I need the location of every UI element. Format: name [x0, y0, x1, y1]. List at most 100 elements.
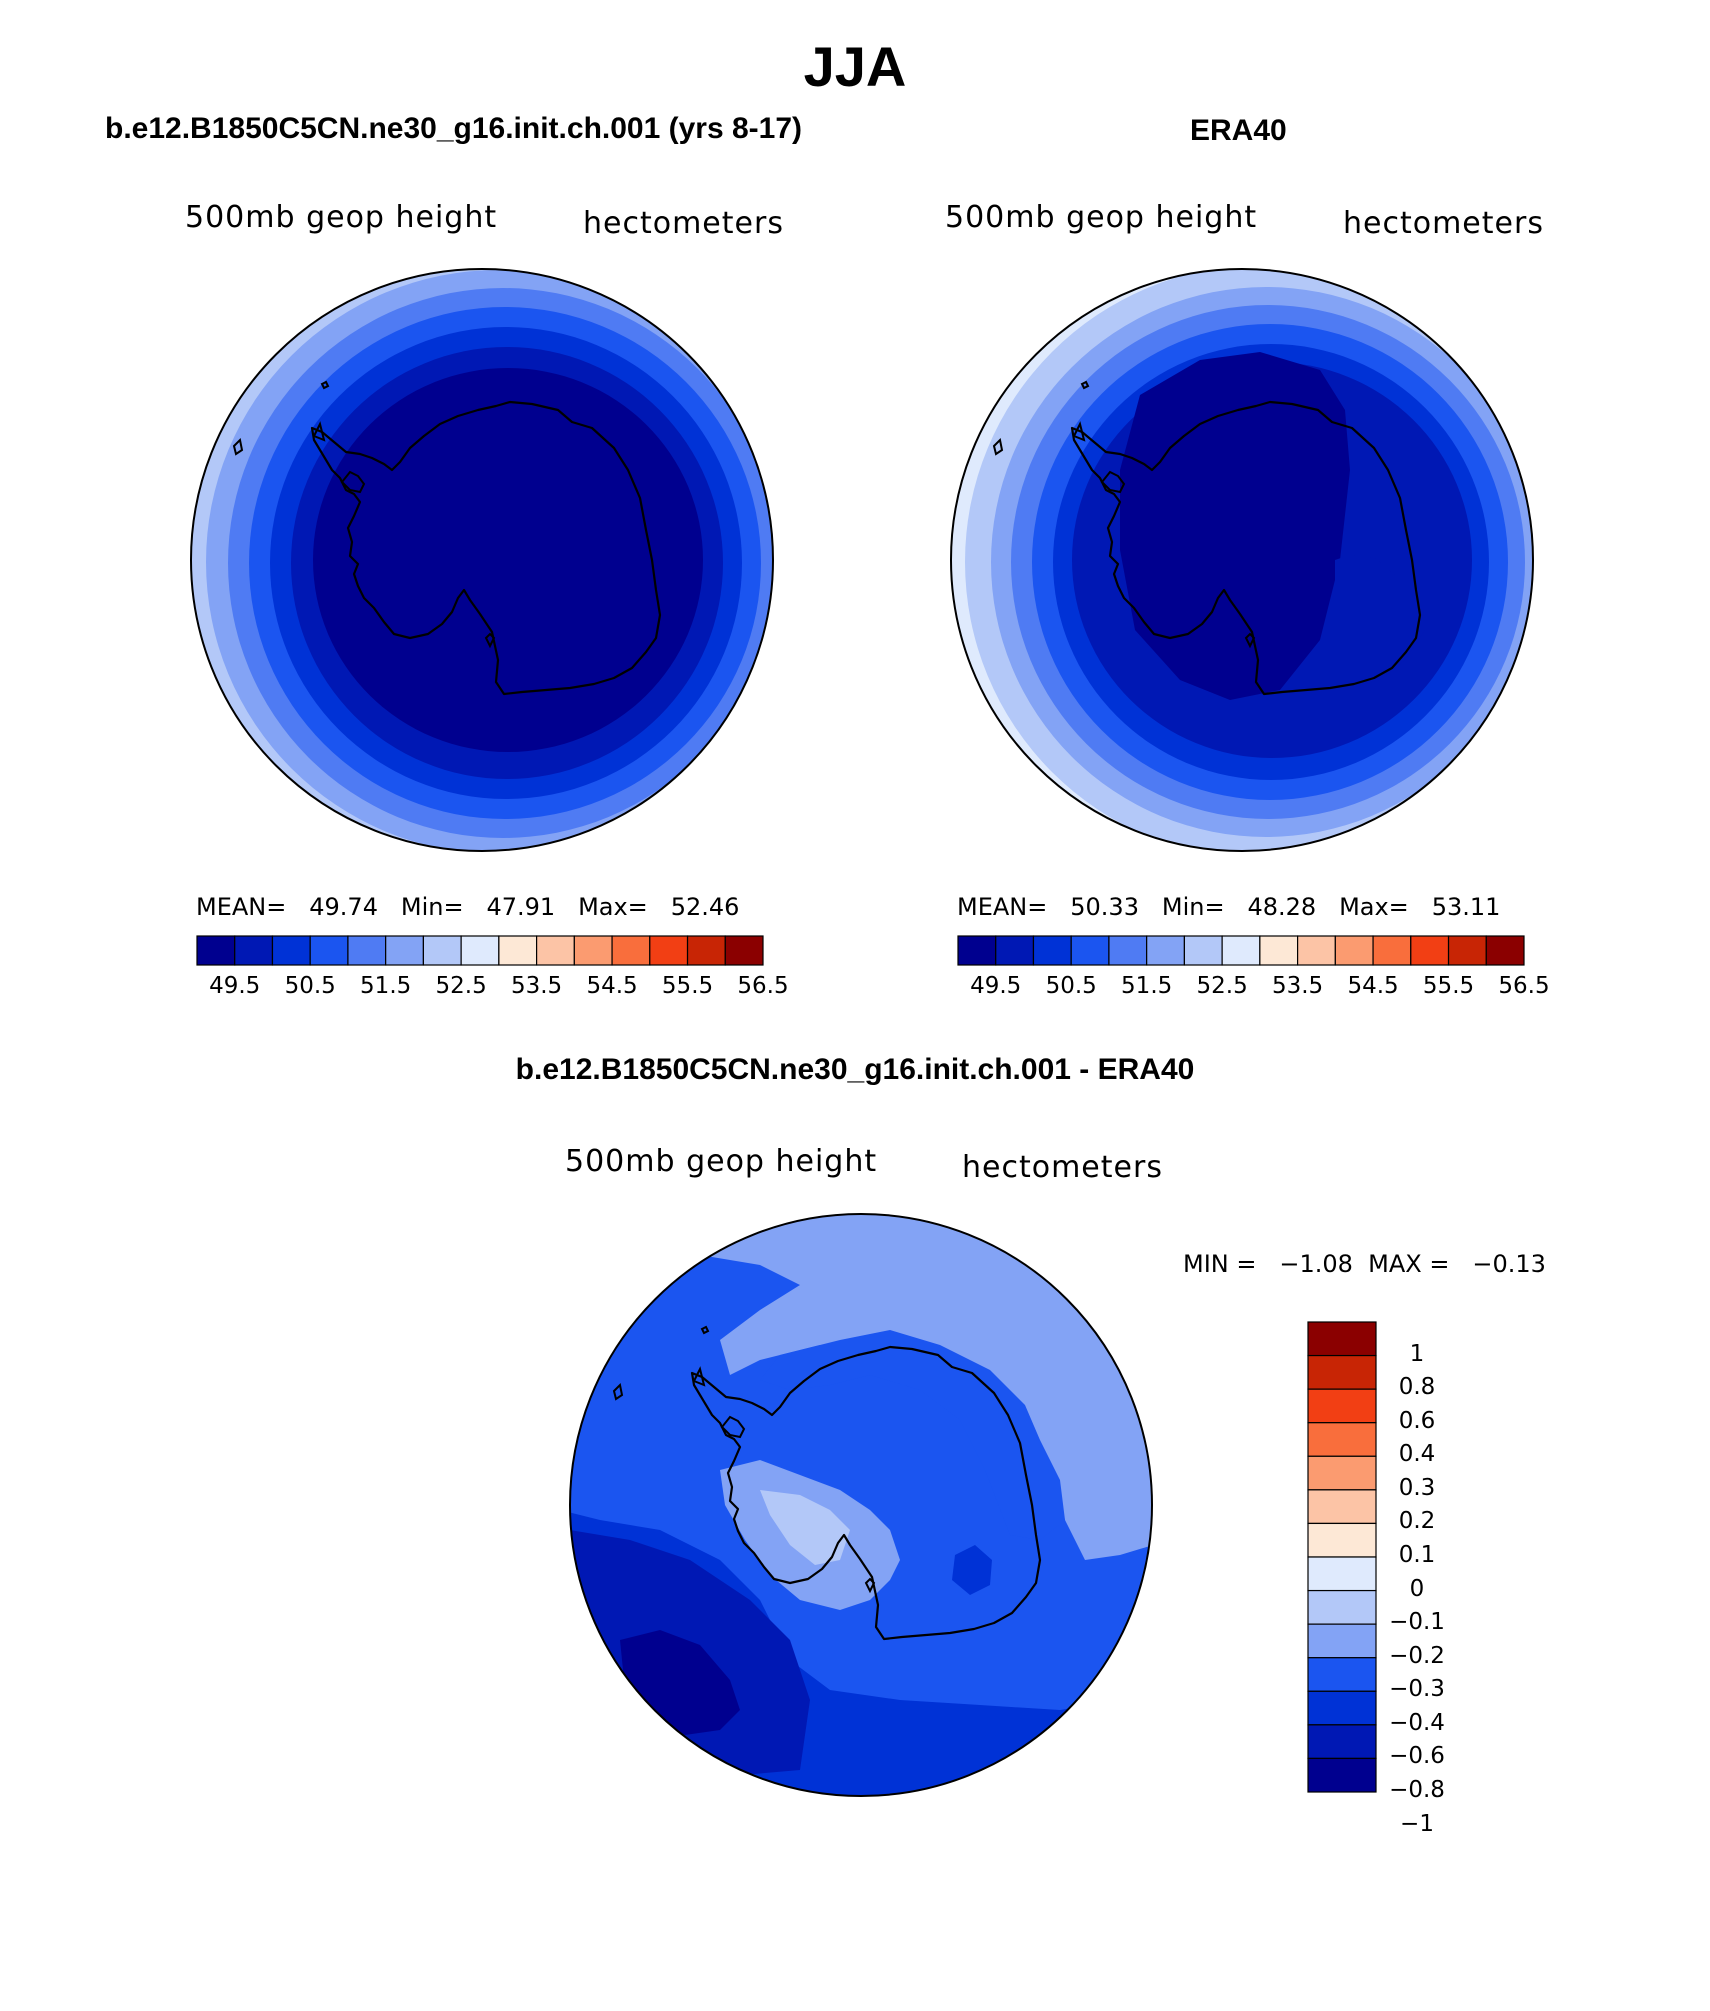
colorbar-swatch: [1447, 935, 1487, 966]
panel-3-map: [569, 1213, 1153, 1797]
max-label: Max=: [578, 893, 648, 921]
colorbar-tick-label: −1: [1400, 1810, 1434, 1837]
map-boundary: [569, 1213, 1153, 1797]
max-value: 52.46: [670, 893, 740, 921]
colorbar-tick-label: 0.4: [1398, 1441, 1436, 1468]
colorbar-tick-label: 53.5: [510, 973, 563, 999]
colorbar-swatch: [724, 935, 764, 966]
contour-neg0.4-interior: [760, 1330, 1065, 1540]
colorbar-swatch: [573, 935, 613, 966]
panel-1-title: b.e12.B1850C5CN.ne30_g16.init.ch.001 (yr…: [105, 112, 803, 145]
panel-1-variable-label: 500mb geop height: [185, 200, 498, 235]
colorbar-tick-label: 1: [1409, 1340, 1425, 1367]
colorbar-swatch: [1410, 935, 1450, 966]
colorbar-swatch: [1307, 1724, 1377, 1760]
colorbar-tick-label: 51.5: [1121, 973, 1173, 999]
mean-label: MEAN=: [957, 893, 1048, 921]
colorbar-tick-label: 49.5: [209, 973, 261, 999]
colorbar-swatch: [1307, 1623, 1377, 1659]
colorbar-swatch: [234, 935, 274, 966]
colorbar-swatch: [957, 935, 997, 966]
colorbar-swatch: [1307, 1657, 1377, 1692]
colorbar-tick-label: 0.3: [1398, 1474, 1436, 1501]
contour-neg0.3: [610, 1214, 1152, 1560]
colorbar-swatch: [1108, 935, 1148, 966]
colorbar-tick-label: 56.5: [1498, 973, 1550, 999]
contour-49.5: [313, 368, 703, 752]
panel-2-variable-label: 500mb geop height: [945, 200, 1258, 235]
colorbar-tick-label: 0: [1409, 1575, 1425, 1602]
colorbar-tick-label: 0.8: [1398, 1374, 1436, 1401]
colorbar-tick-label: 55.5: [661, 973, 714, 999]
colorbar-swatch: [1307, 1422, 1377, 1457]
contour-49.5: [1120, 352, 1350, 700]
colorbar-swatch: [422, 935, 462, 966]
colorbar-tick-label: 56.5: [737, 973, 789, 999]
colorbar-swatch: [385, 935, 424, 966]
max-value: 53.11: [1431, 893, 1501, 921]
colorbar-swatch: [1032, 935, 1072, 966]
map-boundary: [950, 268, 1534, 852]
panel-1-map: [190, 268, 774, 852]
panel-3-variable-label: 500mb geop height: [565, 1144, 878, 1179]
colorbar-swatch: [1485, 935, 1525, 966]
colorbar-tick-label: 54.5: [1347, 973, 1399, 999]
colorbar-tick-label: 50.5: [284, 973, 336, 999]
colorbar-swatch: [1146, 935, 1185, 966]
colorbar-tick-label: 55.5: [1422, 973, 1475, 999]
colorbar-tick-label: 52.5: [1196, 973, 1248, 999]
colorbar-swatch: [271, 935, 311, 966]
colorbar-swatch: [649, 935, 689, 966]
panel-3-units-label: hectometers: [962, 1150, 1163, 1185]
colorbar-swatch: [1307, 1690, 1377, 1726]
colorbar-swatch: [535, 935, 575, 966]
colorbar-tick-label: 52.5: [435, 973, 487, 999]
colorbar-swatch: [498, 935, 538, 966]
colorbar-swatch: [611, 935, 651, 966]
panel-1-units-label: hectometers: [583, 206, 784, 241]
contour-neg0.2: [1050, 1235, 1152, 1305]
colorbar-swatch: [1183, 935, 1223, 966]
colorbar-swatch: [347, 935, 387, 966]
min-label: Min=: [400, 893, 464, 921]
colorbar-swatch: [309, 935, 349, 966]
panel-2-map: [950, 268, 1534, 852]
contour-neg0.2-interior: [760, 1490, 850, 1565]
panel-1-stats: MEAN= 49.74 Min= 47.91 Max= 52.46: [196, 893, 739, 921]
colorbar-tick-label: −0.6: [1389, 1743, 1445, 1770]
colorbar-swatch: [1307, 1489, 1377, 1525]
panel-2-stats: MEAN= 50.33 Min= 48.28 Max= 53.11: [957, 893, 1500, 921]
min-value: 48.28: [1247, 893, 1317, 921]
colorbar-tick-label: −0.8: [1389, 1777, 1445, 1803]
colorbar-tick-label: 0.6: [1398, 1407, 1436, 1434]
max-label: Max=: [1339, 893, 1409, 921]
mean-label: MEAN=: [196, 893, 287, 921]
panel-3-stats: MIN = −1.08 MAX = −0.13: [1183, 1250, 1546, 1278]
colorbar-swatch: [1307, 1522, 1377, 1558]
colorbar-tick-label: −0.4: [1389, 1709, 1445, 1736]
colorbar-tick-label: 53.5: [1271, 973, 1324, 999]
mean-value: 49.74: [309, 893, 378, 921]
panel-2-title: ERA40: [1190, 114, 1287, 147]
colorbar-swatch: [1296, 935, 1336, 966]
colorbar-tick-label: 49.5: [970, 973, 1022, 999]
colorbar-swatch: [1307, 1589, 1377, 1625]
panel-2-units-label: hectometers: [1343, 206, 1544, 241]
colorbar-tick-label: −0.2: [1389, 1642, 1445, 1669]
colorbar-swatch: [1259, 935, 1299, 966]
panel-1-colorbar: [196, 935, 764, 966]
colorbar-swatch: [1334, 935, 1374, 966]
colorbar-tick-label: −0.3: [1389, 1676, 1445, 1703]
colorbar-tick-label: 0.2: [1398, 1508, 1436, 1535]
colorbar-tick-label: 50.5: [1045, 973, 1097, 999]
colorbar-swatch: [196, 935, 236, 966]
colorbar-swatch: [1372, 935, 1412, 966]
colorbar-swatch: [1307, 1321, 1377, 1357]
panel-3-title: b.e12.B1850C5CN.ne30_g16.init.ch.001 - E…: [515, 1053, 1195, 1086]
panel-2-colorbar: [957, 935, 1525, 966]
colorbar-swatch: [1221, 935, 1261, 966]
colorbar-swatch: [1307, 1388, 1377, 1424]
colorbar-swatch: [460, 935, 500, 966]
colorbar-swatch: [1307, 1757, 1377, 1793]
panel-3-colorbar: [1307, 1321, 1377, 1793]
